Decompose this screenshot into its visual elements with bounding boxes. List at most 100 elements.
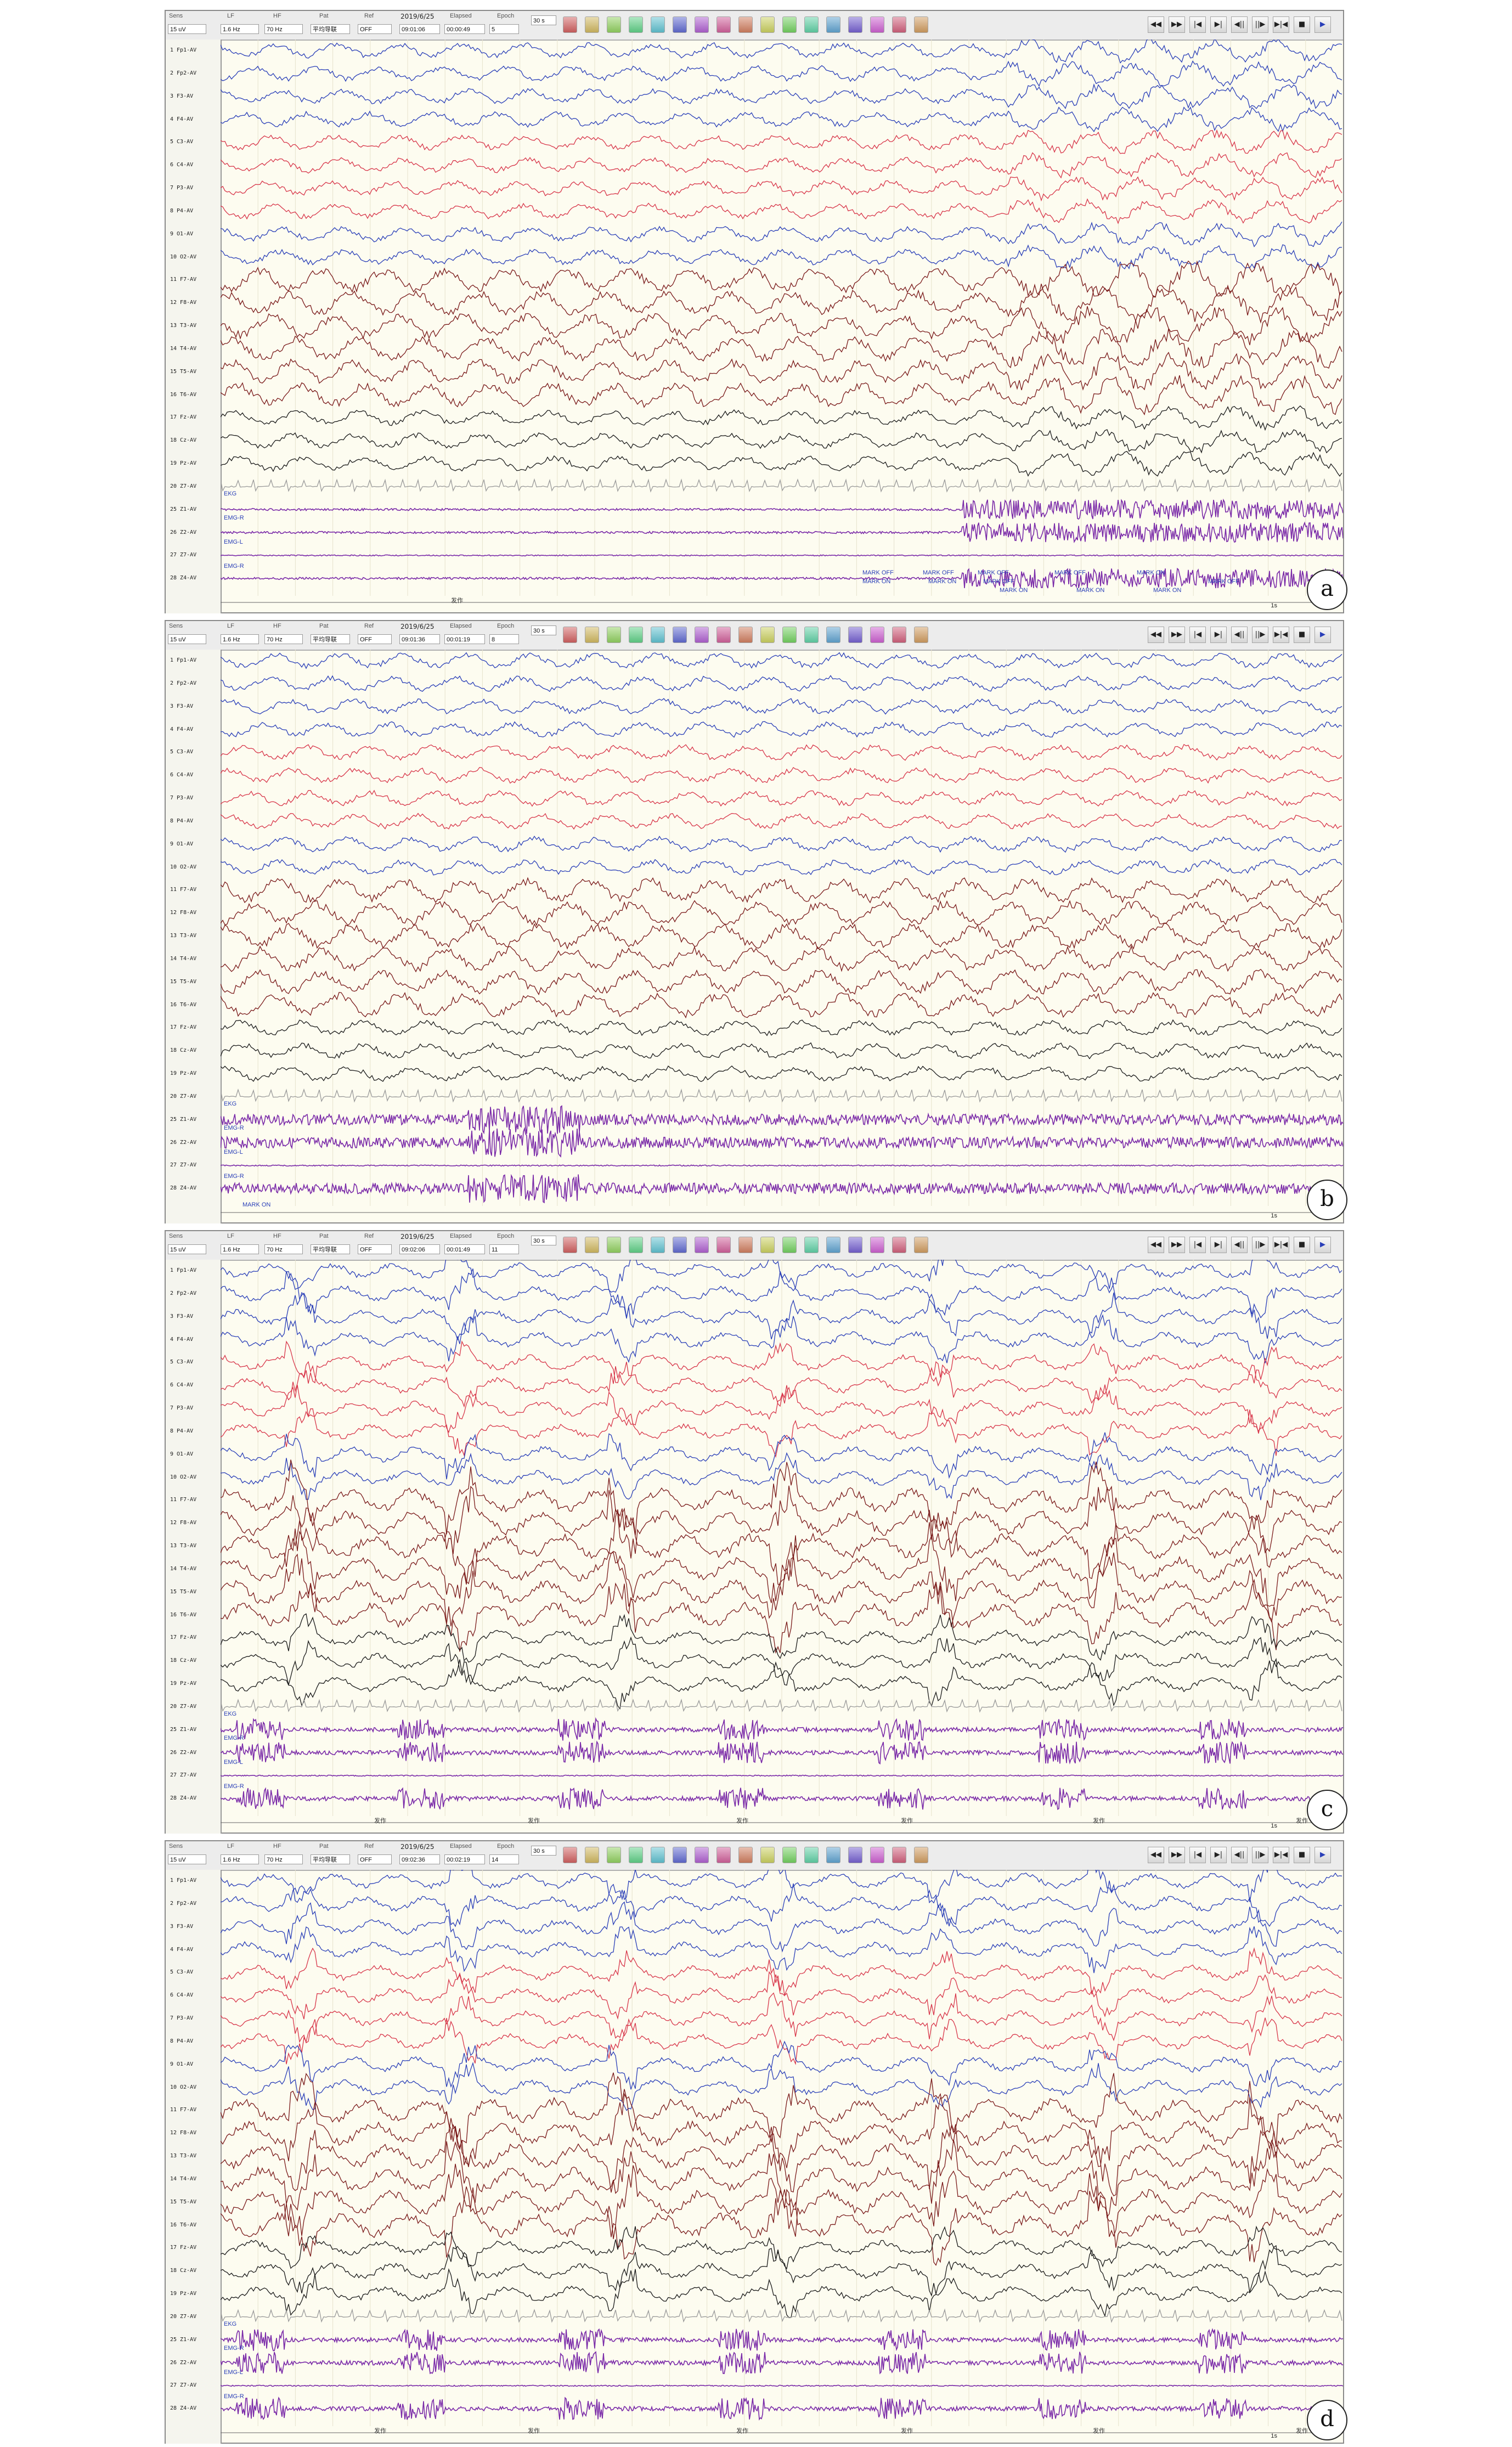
seizure-event-marker[interactable]: 发作 (528, 1817, 540, 1824)
play-button[interactable]: ▶ (1314, 1237, 1331, 1253)
event-icon[interactable] (804, 1237, 819, 1253)
fit-button[interactable]: ▶|◀ (1273, 1237, 1289, 1253)
filter-icon[interactable] (607, 1847, 621, 1863)
channel-label[interactable]: 4 F4-AV (170, 726, 194, 732)
last-page-button[interactable]: ▶| (1210, 627, 1227, 643)
sensitivity-select[interactable]: 15 uV (168, 634, 206, 644)
channel-label[interactable]: 11 F7-AV (170, 1497, 197, 1503)
play-button[interactable]: ▶ (1314, 1847, 1331, 1863)
seizure-event-marker[interactable]: 发作 (736, 1817, 748, 1824)
channel-label[interactable]: 18 Cz-AV (170, 1657, 197, 1664)
page-icon[interactable] (738, 1237, 753, 1253)
rewind-button[interactable]: ◀◀ (1148, 627, 1164, 643)
seizure-event-marker[interactable]: 发作 (901, 2427, 913, 2434)
first-page-button[interactable]: |◀ (1189, 16, 1206, 33)
first-page-button[interactable]: |◀ (1189, 627, 1206, 643)
low-filter-select[interactable]: 1.6 Hz (221, 1244, 259, 1254)
fast-forward-button[interactable]: ▶▶ (1169, 1237, 1185, 1253)
stop-button[interactable]: ■ (1294, 627, 1310, 643)
step-back-button[interactable]: ◀|| (1231, 16, 1248, 33)
mark-annotation[interactable]: MARK OFF (978, 570, 1009, 576)
colormap-icon[interactable] (870, 627, 884, 643)
report-icon[interactable] (782, 627, 797, 643)
channel-label[interactable]: 20 Z7-AV (170, 1703, 197, 1710)
channel-label[interactable]: 20 Z7-AV (170, 1093, 197, 1100)
channel-label[interactable]: 8 P4-AV (170, 207, 194, 214)
channel-label[interactable]: 20 Z7-AV (170, 2313, 197, 2320)
channel-label[interactable]: 7 P3-AV (170, 2015, 194, 2021)
eeg-trace-area[interactable] (221, 650, 1343, 1222)
seizure-event-marker[interactable]: 发作 (1296, 2427, 1308, 2434)
marker-icon[interactable] (629, 1847, 643, 1863)
page-icon[interactable] (738, 627, 753, 643)
report-icon[interactable] (782, 16, 797, 33)
fit-button[interactable]: ▶|◀ (1273, 16, 1289, 33)
channel-label[interactable]: 16 T6-AV (170, 2222, 197, 2228)
event-icon[interactable] (804, 16, 819, 33)
channel-label[interactable]: 9 O1-AV (170, 841, 194, 847)
channel-label[interactable]: 3 F3-AV (170, 1313, 194, 1320)
map-icon[interactable] (848, 627, 862, 643)
channel-label[interactable]: 17 Fz-AV (170, 1634, 197, 1641)
channel-label[interactable]: 20 Z7-AV (170, 483, 197, 489)
channel-label[interactable]: 28 Z4-AV (170, 1185, 197, 1192)
channel-label[interactable]: 12 F8-AV (170, 1520, 197, 1526)
channel-label[interactable]: 2 Fp2-AV (170, 1290, 197, 1296)
sensitivity-select[interactable]: 15 uV (168, 1854, 206, 1864)
last-page-button[interactable]: ▶| (1210, 1847, 1227, 1863)
high-filter-select[interactable]: 70 Hz (264, 634, 303, 644)
channel-label[interactable]: 11 F7-AV (170, 277, 197, 283)
zoom-icon[interactable] (695, 627, 709, 643)
channel-label[interactable]: 13 T3-AV (170, 2153, 197, 2159)
channel-label[interactable]: 9 O1-AV (170, 230, 194, 237)
rewind-button[interactable]: ◀◀ (1148, 1847, 1164, 1863)
channel-label[interactable]: 3 F3-AV (170, 703, 194, 709)
channel-label[interactable]: 1 Fp1-AV (170, 1877, 197, 1884)
channel-label[interactable]: 25 Z1-AV (170, 1116, 197, 1123)
sensitivity-select[interactable]: 15 uV (168, 24, 206, 34)
channel-label[interactable]: 19 Pz-AV (170, 2291, 197, 2297)
mark-annotation[interactable]: MARK OFF (983, 578, 1014, 585)
channel-label[interactable]: 1 Fp1-AV (170, 657, 197, 663)
seizure-event-marker[interactable]: 发作 (1093, 2427, 1105, 2434)
channel-label[interactable]: 7 P3-AV (170, 1405, 194, 1411)
low-filter-select[interactable]: 1.6 Hz (221, 1854, 259, 1864)
print-icon[interactable] (563, 1847, 577, 1863)
channel-label[interactable]: 2 Fp2-AV (170, 70, 197, 76)
notch-icon[interactable] (760, 16, 775, 33)
event-icon[interactable] (804, 1847, 819, 1863)
notch-icon[interactable] (760, 1237, 775, 1253)
channel-label[interactable]: 17 Fz-AV (170, 414, 197, 421)
channel-label[interactable]: 27 Z7-AV (170, 552, 197, 559)
step-back-button[interactable]: ◀|| (1231, 627, 1248, 643)
channel-label[interactable]: 25 Z1-AV (170, 1726, 197, 1733)
spike-icon[interactable] (716, 16, 731, 33)
channel-label[interactable]: 8 P4-AV (170, 817, 194, 824)
seizure-event-marker[interactable]: 发作 (451, 597, 463, 604)
channel-label[interactable]: 8 P4-AV (170, 1428, 194, 1434)
montage-select[interactable]: 平均导联 (311, 1244, 350, 1254)
mark-annotation[interactable]: MARK ON (242, 1202, 271, 1208)
play-button[interactable]: ▶ (1314, 627, 1331, 643)
edit-icon[interactable] (826, 16, 840, 33)
mark-annotation[interactable]: MARK ON (928, 578, 957, 585)
step-forward-button[interactable]: ||▶ (1252, 1847, 1268, 1863)
topo-icon[interactable] (892, 627, 906, 643)
channel-label[interactable]: 16 T6-AV (170, 1611, 197, 1618)
eeg-trace-area[interactable] (221, 40, 1343, 612)
channel-label[interactable]: 26 Z2-AV (170, 1139, 197, 1146)
channel-label[interactable]: 4 F4-AV (170, 1946, 194, 1953)
filter-icon[interactable] (607, 627, 621, 643)
channel-label[interactable]: 14 T4-AV (170, 345, 197, 352)
channel-label[interactable]: 3 F3-AV (170, 1923, 194, 1930)
reference-select[interactable]: OFF (358, 1854, 392, 1864)
montage-select[interactable]: 平均导联 (311, 1854, 350, 1864)
channel-label[interactable]: 28 Z4-AV (170, 2405, 197, 2412)
channel-label[interactable]: 5 C3-AV (170, 749, 194, 755)
edit-icon[interactable] (826, 627, 840, 643)
channel-label[interactable]: 10 O2-AV (170, 253, 197, 260)
mark-annotation[interactable]: MARK ON (1137, 570, 1165, 576)
channel-label[interactable]: 5 C3-AV (170, 1969, 194, 1976)
video-icon[interactable] (673, 627, 687, 643)
mark-annotation[interactable]: MARK ON (1153, 587, 1182, 594)
